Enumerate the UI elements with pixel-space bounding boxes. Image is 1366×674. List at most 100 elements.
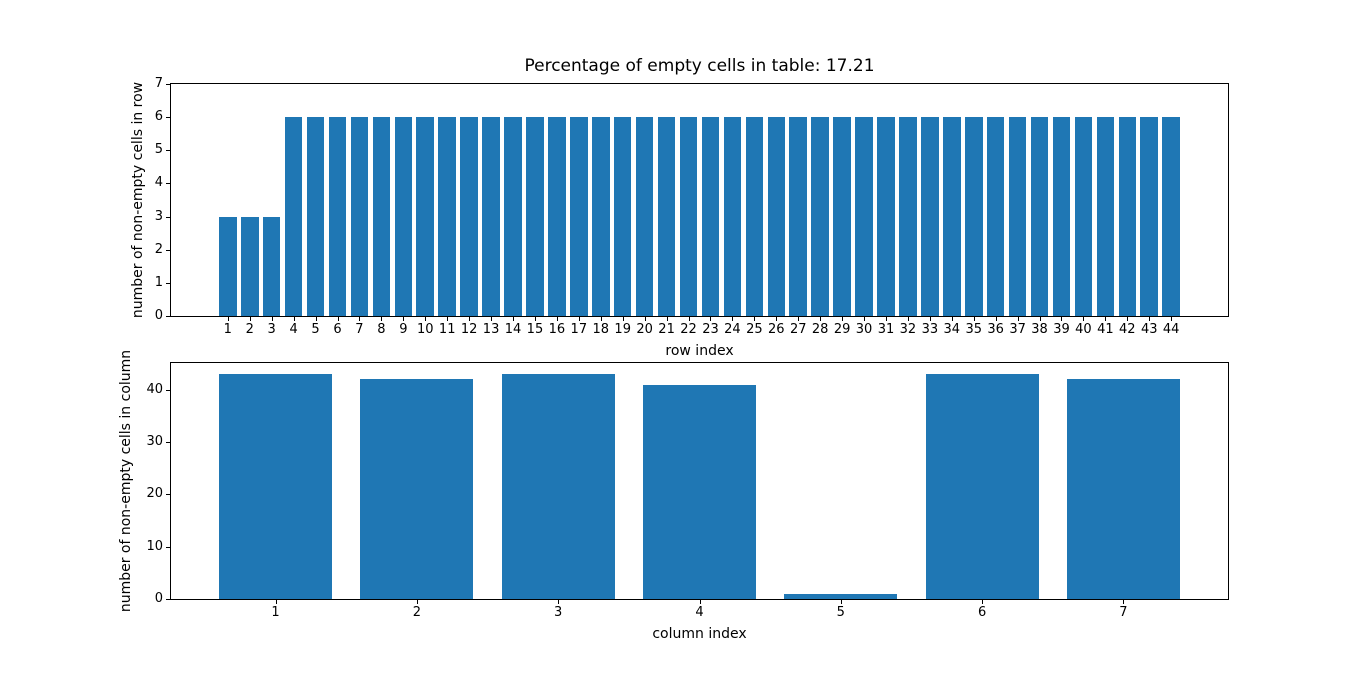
x-tick-label: 34: [943, 322, 961, 337]
x-tick-mark: [623, 317, 624, 321]
x-tick-label: 14: [504, 322, 522, 337]
bar: [570, 117, 588, 316]
x-tick-label: 43: [1140, 322, 1158, 337]
bar: [460, 117, 478, 316]
bar: [745, 117, 764, 316]
bar: [723, 117, 742, 316]
x-tick-label: 2: [245, 322, 254, 337]
x-tick-mark: [359, 317, 360, 321]
x-tick-label: 1: [223, 322, 232, 337]
x-tick-mark: [403, 317, 404, 321]
bar: [360, 379, 474, 599]
bar: [1118, 117, 1137, 316]
y-tick-label: 20: [146, 486, 163, 502]
bar: [482, 117, 500, 316]
bar: [789, 117, 807, 316]
x-tick-mark: [841, 600, 842, 604]
x-tick-label: 35: [965, 322, 982, 337]
y-tick-label: 2: [154, 241, 163, 257]
x-tick-mark: [601, 317, 602, 321]
x-tick-mark: [1040, 317, 1041, 321]
y-tick-mark: [166, 117, 170, 118]
y-tick-label: 4: [154, 175, 163, 191]
bar: [1052, 117, 1071, 316]
x-tick-mark: [842, 317, 843, 321]
bar: [833, 117, 851, 316]
x-tick-mark: [982, 600, 983, 604]
x-tick-mark: [557, 317, 558, 321]
x-tick-label: 25: [746, 322, 763, 337]
bar: [328, 117, 347, 316]
y-tick-label: 0: [154, 591, 163, 606]
x-tick-mark: [338, 317, 339, 321]
y-tick-label: 40: [146, 381, 163, 397]
x-tick-label: 12: [460, 322, 478, 337]
x-tick-label: 2: [412, 605, 422, 620]
column-chart-ylabel: number of non-empty cells in column: [118, 349, 134, 613]
x-tick-mark: [667, 317, 668, 321]
bar: [1074, 117, 1093, 316]
bar: [394, 117, 413, 316]
x-tick-label: 4: [289, 322, 298, 337]
x-tick-label: 36: [987, 322, 1004, 337]
bar: [964, 117, 983, 316]
y-tick-mark: [166, 217, 170, 218]
x-tick-mark: [1105, 317, 1106, 321]
bar: [219, 216, 237, 316]
x-tick-mark: [228, 317, 229, 321]
y-tick-label: 6: [154, 109, 163, 125]
x-tick-label: 7: [1119, 605, 1128, 620]
bar: [1162, 117, 1180, 316]
bar: [921, 117, 939, 316]
x-tick-mark: [700, 600, 701, 604]
x-tick-mark: [1123, 600, 1124, 604]
column-chart-xlabel: column index: [652, 626, 747, 642]
x-tick-label: 20: [636, 322, 653, 337]
x-tick-label: 18: [592, 322, 610, 337]
bar: [526, 117, 544, 316]
y-tick-label: 10: [146, 538, 163, 554]
y-tick-mark: [166, 494, 170, 495]
x-tick-mark: [469, 317, 470, 321]
bar: [262, 216, 281, 316]
y-tick-mark: [166, 442, 170, 443]
bar: [1008, 117, 1027, 316]
bar: [899, 117, 917, 316]
bar: [219, 374, 333, 599]
x-tick-label: 1: [271, 605, 280, 620]
x-tick-mark: [908, 317, 909, 321]
x-tick-label: 26: [768, 322, 785, 337]
bar: [986, 117, 1005, 316]
bar: [438, 117, 456, 316]
y-tick-mark: [166, 150, 170, 151]
x-tick-label: 3: [554, 605, 563, 620]
x-tick-mark: [276, 600, 277, 604]
bar: [548, 117, 566, 316]
x-tick-label: 29: [833, 322, 851, 337]
x-tick-mark: [820, 317, 821, 321]
row-chart-ylabel: number of non-empty cells in row: [130, 81, 146, 319]
x-tick-label: 38: [1031, 322, 1048, 337]
x-tick-label: 37: [1009, 322, 1026, 337]
y-tick-mark: [166, 183, 170, 184]
x-tick-label: 5: [836, 605, 845, 620]
x-tick-label: 6: [977, 605, 987, 620]
x-tick-label: 6: [333, 322, 342, 337]
bar: [943, 117, 961, 316]
x-tick-mark: [250, 317, 251, 321]
x-tick-mark: [447, 317, 448, 321]
x-tick-label: 9: [399, 322, 408, 337]
x-tick-mark: [886, 317, 887, 321]
bar: [284, 117, 303, 316]
y-tick-mark: [166, 283, 170, 284]
bar: [855, 117, 873, 316]
bar: [1066, 379, 1180, 599]
x-tick-label: 13: [482, 322, 500, 337]
x-tick-label: 21: [658, 322, 675, 337]
x-tick-mark: [1018, 317, 1019, 321]
bar: [925, 374, 1039, 599]
x-tick-mark: [425, 317, 426, 321]
x-tick-label: 32: [899, 322, 917, 337]
x-tick-label: 8: [377, 322, 386, 337]
